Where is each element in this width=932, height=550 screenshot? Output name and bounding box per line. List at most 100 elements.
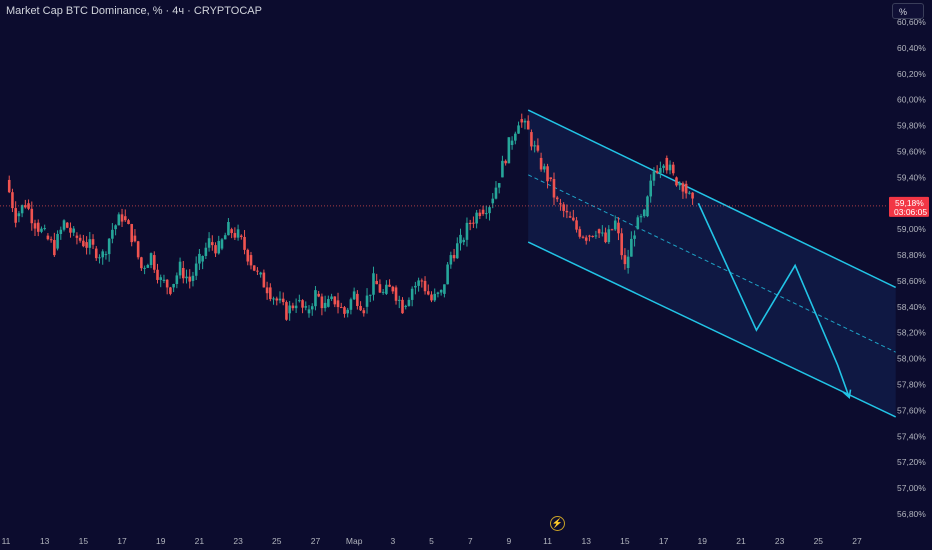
price-axis-tick: 56,80% <box>897 509 926 519</box>
candle-body <box>659 167 662 173</box>
candle-body <box>59 229 63 234</box>
candle-body <box>372 273 375 295</box>
time-axis-tick: 15 <box>620 536 630 546</box>
candle-body <box>301 300 304 308</box>
candle-body <box>368 294 372 296</box>
candle-body <box>336 300 340 308</box>
candle-body <box>333 296 337 305</box>
candle-body <box>159 277 163 280</box>
candle-body <box>233 233 237 238</box>
lightning-icon[interactable]: ⚡ <box>550 516 565 531</box>
candle-body <box>278 298 282 301</box>
candle-body <box>269 287 272 300</box>
price-axis-tick: 59,00% <box>897 224 926 234</box>
candle-body <box>588 235 591 237</box>
candle-body <box>172 283 175 288</box>
time-axis-tick: 15 <box>79 536 89 546</box>
candle-body <box>452 255 456 259</box>
candle-body <box>146 265 150 268</box>
candle-body <box>227 222 230 236</box>
candle-body <box>294 305 298 309</box>
candle-body <box>140 257 143 269</box>
price-axis-tick: 59,80% <box>897 121 926 131</box>
candle-body <box>162 279 166 281</box>
candle-body <box>536 145 540 151</box>
candle-body <box>514 133 517 141</box>
candle-body <box>236 229 240 238</box>
candle-body <box>446 264 449 285</box>
candle-body <box>191 275 195 281</box>
candle-body <box>201 255 204 262</box>
candle-body <box>75 235 79 238</box>
candle-body <box>346 309 349 314</box>
candle-body <box>633 235 636 239</box>
time-axis-tick: 19 <box>698 536 708 546</box>
time-axis-tick: 21 <box>195 536 205 546</box>
candle-body <box>101 251 105 258</box>
candle-body <box>133 235 137 242</box>
candle-body <box>317 293 320 297</box>
projection-path[interactable] <box>697 202 852 400</box>
candle-body <box>217 240 221 254</box>
candle-body <box>43 228 46 230</box>
candle-body <box>194 263 198 276</box>
candle-body <box>526 120 530 130</box>
candle-body <box>691 192 694 199</box>
candle-body <box>69 227 72 233</box>
candle-body <box>240 235 243 237</box>
candle-body <box>407 299 411 306</box>
candle-body <box>256 270 259 272</box>
candle-body <box>468 222 472 225</box>
price-axis-tick: 58,60% <box>897 276 926 286</box>
candle-body <box>578 229 582 237</box>
candle-body <box>249 255 253 266</box>
candle-body <box>181 268 185 279</box>
candle-body <box>323 302 327 309</box>
countdown-timer: 03:06:05 <box>894 207 927 217</box>
candle-body <box>549 177 553 180</box>
price-axis-tick: 57,80% <box>897 380 926 390</box>
candle-body <box>327 299 330 307</box>
candle-body <box>488 207 491 214</box>
candle-body <box>401 299 404 314</box>
candle-body <box>397 299 401 301</box>
candle-body <box>610 229 614 231</box>
candle-body <box>30 208 34 224</box>
trend-channel[interactable] <box>527 109 897 418</box>
candle-body <box>362 310 366 314</box>
candle-body <box>385 284 388 294</box>
time-axis-tick: 27 <box>311 536 321 546</box>
candle-body <box>149 253 153 266</box>
candle-body <box>597 229 601 234</box>
candle-body <box>27 203 30 209</box>
candle-body <box>349 299 353 310</box>
candle-body <box>539 157 543 170</box>
candle-body <box>642 209 646 217</box>
candle-body <box>24 205 27 208</box>
candle-body <box>494 187 498 199</box>
time-axis-tick: 25 <box>272 536 282 546</box>
symbol-title: Market Cap BTC Dominance, % · 4ч · CRYPT… <box>6 5 262 17</box>
candle-body <box>175 275 179 284</box>
candle-body <box>230 229 233 234</box>
candle-body <box>581 236 585 238</box>
candle-body <box>143 267 146 269</box>
candle-body <box>62 220 66 230</box>
time-axis-tick: 13 <box>40 536 50 546</box>
price-axis[interactable]: 60,60% 60,40% 60,20% 60,00% 59,80% 59,60% 59,4… <box>897 17 926 519</box>
last-price-value: 59,18% <box>895 198 924 208</box>
candle-body <box>94 248 98 259</box>
candle-body <box>198 253 201 264</box>
candle-body <box>601 232 604 234</box>
candle-body <box>484 213 488 215</box>
candle-body <box>20 205 24 214</box>
candle-body <box>211 242 214 246</box>
percent-scale-button[interactable]: % <box>892 3 924 19</box>
time-axis[interactable]: 11 13 15 17 19 21 23 25 27 Мар 3 5 7 9 11 13 15 17 19 21 23 2… <box>2 536 862 546</box>
candle-body <box>671 164 675 174</box>
time-axis-tick: 11 <box>543 536 552 546</box>
candle-body <box>104 254 108 256</box>
candle-body <box>285 302 288 320</box>
time-axis-tick: 7 <box>468 536 473 546</box>
